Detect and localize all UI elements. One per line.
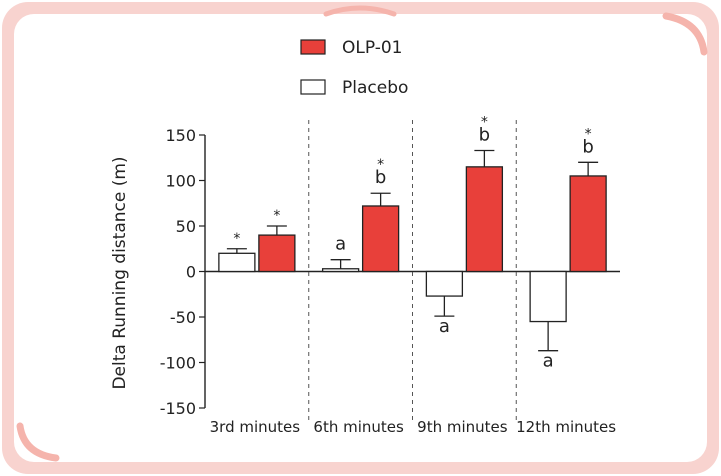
x-tick-label: 6th minutes xyxy=(313,418,404,436)
x-tick-label: 3rd minutes xyxy=(210,418,301,436)
significance-label: a xyxy=(335,234,346,255)
x-tick-label: 9th minutes xyxy=(417,418,508,436)
significance-label: * xyxy=(377,157,384,173)
legend-swatch-placebo xyxy=(300,79,326,95)
bar-placebo xyxy=(529,270,567,323)
y-tick-label: 150 xyxy=(165,126,196,145)
significance-label: b xyxy=(375,167,386,188)
x-tick-label: 12th minutes xyxy=(516,418,616,436)
legend-label-placebo: Placebo xyxy=(342,78,408,98)
legend-swatch-olp xyxy=(300,39,326,55)
y-tick-label: 50 xyxy=(176,217,196,236)
significance-label: * xyxy=(273,208,280,224)
bar-placebo xyxy=(425,270,464,297)
legend: OLP-01 Placebo xyxy=(300,38,408,98)
bar-olp xyxy=(361,205,400,273)
bar-olp xyxy=(569,175,607,273)
significance-label: * xyxy=(481,114,488,130)
y-tick-label: 100 xyxy=(165,172,196,191)
chart-panel xyxy=(14,14,707,462)
bars: * aaa*b*b*b* xyxy=(218,114,607,372)
y-tick-label: -50 xyxy=(170,308,196,327)
decorative-corner-arc xyxy=(16,422,60,462)
significance-label: a xyxy=(543,351,554,372)
bar-olp xyxy=(258,234,296,273)
significance-label: * xyxy=(233,231,240,247)
decorative-notch xyxy=(323,5,397,17)
significance-label: b xyxy=(479,124,490,145)
decorative-corner-arc xyxy=(662,12,708,56)
significance-label: * xyxy=(585,126,592,142)
y-tick-label: 0 xyxy=(186,263,196,282)
y-axis-title: Delta Running distance (m) xyxy=(110,156,130,389)
bar-placebo xyxy=(218,252,256,273)
legend-label-olp: OLP-01 xyxy=(342,38,403,58)
bar-olp xyxy=(465,166,504,273)
significance-label: a xyxy=(439,316,450,337)
significance-label: b xyxy=(582,136,593,157)
bar-placebo xyxy=(321,268,360,273)
y-tick-label: -100 xyxy=(160,354,196,373)
y-tick-label: -150 xyxy=(160,399,196,418)
